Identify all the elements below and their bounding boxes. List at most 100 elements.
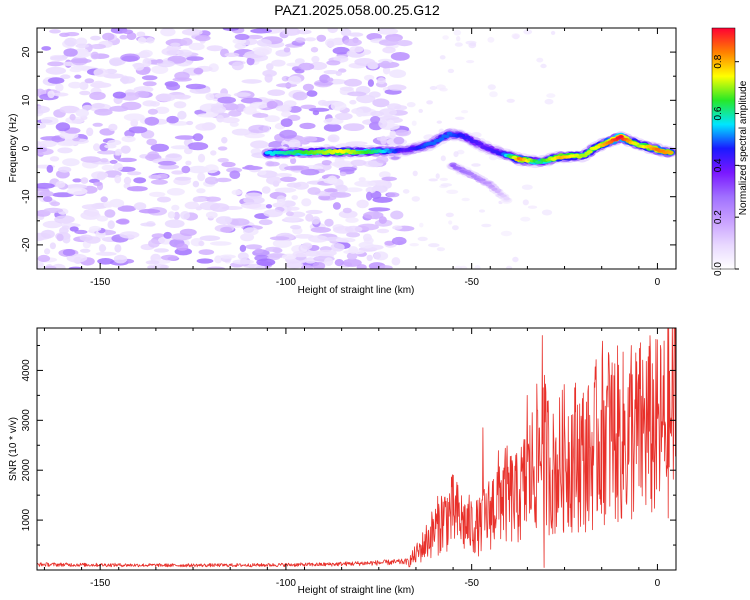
noise-blob xyxy=(147,108,158,115)
noise-blob xyxy=(245,244,263,250)
noise-blob xyxy=(143,66,151,73)
noise-blob xyxy=(541,209,553,216)
noise-blob xyxy=(445,212,454,218)
noise-blob xyxy=(243,196,265,205)
noise-blob xyxy=(254,48,270,56)
noise-blob xyxy=(334,259,344,267)
ridge-blob xyxy=(438,137,445,141)
noise-blob xyxy=(527,205,538,209)
noise-blob xyxy=(192,180,200,188)
noise-blob xyxy=(133,177,147,184)
noise-blob xyxy=(346,231,360,238)
noise-blob xyxy=(145,260,160,265)
colorbar: 0.0 0.2 0.4 0.6 0.8 Normalized spectral ampl… xyxy=(711,27,749,276)
noise-blob xyxy=(89,225,102,232)
noise-blob xyxy=(229,170,241,179)
ridge-blob xyxy=(468,172,474,176)
noise-blob xyxy=(266,176,282,185)
noise-blob xyxy=(344,187,363,193)
noise-blob xyxy=(252,113,269,118)
noise-blob xyxy=(281,111,291,118)
noise-blob xyxy=(166,188,185,196)
noise-blob xyxy=(104,209,116,218)
colorbar-tick-label: 0.2 xyxy=(713,210,724,224)
noise-blob xyxy=(204,196,222,202)
noise-blob xyxy=(96,215,109,222)
noise-blob xyxy=(295,37,306,43)
noise-blob xyxy=(453,29,462,36)
noise-blob xyxy=(454,42,463,47)
noise-blob xyxy=(40,116,59,125)
noise-blob xyxy=(428,178,439,182)
x-tick-label: 0 xyxy=(655,277,661,288)
noise-blob xyxy=(210,150,217,156)
noise-blob xyxy=(234,43,246,50)
noise-blob xyxy=(209,203,230,212)
noise-blob xyxy=(284,216,300,222)
noise-blob xyxy=(109,59,123,67)
noise-blob xyxy=(37,261,44,269)
noise-blob xyxy=(136,31,146,37)
colorbar-tick-label: 0.6 xyxy=(713,106,724,120)
noise-blob xyxy=(304,37,317,42)
noise-blob xyxy=(363,211,384,220)
noise-blob xyxy=(267,89,286,96)
noise-blob xyxy=(79,81,89,91)
noise-blob xyxy=(72,178,82,183)
noise-blob xyxy=(319,74,331,84)
noise-blob xyxy=(179,228,197,237)
noise-blob xyxy=(112,91,126,99)
noise-blob xyxy=(300,264,314,269)
noise-blob xyxy=(307,187,321,195)
noise-blob xyxy=(285,211,294,217)
noise-blob xyxy=(412,170,418,177)
noise-blob xyxy=(316,249,337,257)
noise-blob xyxy=(426,100,433,105)
noise-blob xyxy=(166,115,179,124)
noise-blob xyxy=(107,220,115,230)
noise-blob xyxy=(378,216,387,224)
noise-blob xyxy=(250,140,269,149)
noise-blob xyxy=(368,91,381,98)
noise-blob xyxy=(231,189,243,196)
noise-blob xyxy=(368,207,391,212)
noise-blob xyxy=(390,52,410,61)
noise-blob xyxy=(196,258,214,264)
y-tick-label: 2000 xyxy=(21,459,32,482)
noise-blob xyxy=(199,235,221,241)
noise-blob xyxy=(256,258,276,267)
noise-blob xyxy=(155,106,170,115)
noise-blob xyxy=(68,81,82,89)
y-tick-label: 0 xyxy=(21,145,32,151)
noise-blob xyxy=(75,43,89,49)
noise-blob xyxy=(220,226,233,233)
noise-blob xyxy=(75,37,88,46)
noise-blob xyxy=(281,253,297,260)
noise-blob xyxy=(222,28,239,31)
noise-blob xyxy=(419,222,424,228)
noise-blob xyxy=(257,170,267,176)
noise-blob xyxy=(300,104,317,110)
y-tick-label: -20 xyxy=(21,237,32,252)
noise-blob xyxy=(241,79,262,84)
noise-blob xyxy=(283,47,291,53)
noise-blob xyxy=(511,33,521,39)
noise-blob xyxy=(133,86,154,93)
noise-blob xyxy=(523,29,533,35)
noise-blob xyxy=(59,105,80,114)
noise-blob xyxy=(263,209,283,218)
noise-blob xyxy=(205,93,215,101)
noise-blob xyxy=(343,123,365,131)
noise-blob xyxy=(305,209,323,215)
noise-blob xyxy=(95,251,117,256)
noise-blob xyxy=(506,265,513,269)
noise-blob xyxy=(194,34,211,42)
noise-blob xyxy=(147,265,155,269)
noise-blob xyxy=(37,182,55,189)
noise-blob xyxy=(93,181,103,186)
noise-blob xyxy=(117,205,137,212)
ridge-blob xyxy=(618,135,624,139)
noise-blob xyxy=(117,157,137,163)
noise-blob xyxy=(311,216,321,225)
noise-blob xyxy=(324,218,334,227)
